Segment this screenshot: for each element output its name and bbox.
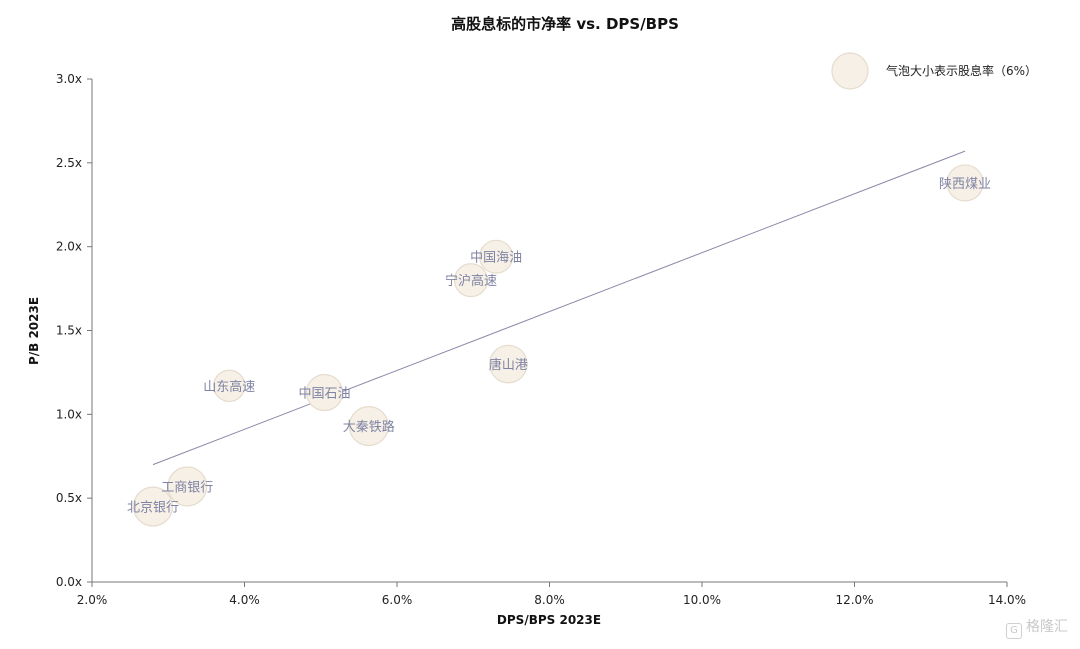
x-tick-label: 14.0% — [988, 593, 1026, 607]
x-tick-label: 2.0% — [77, 593, 108, 607]
bubble-point — [479, 239, 514, 274]
y-tick-label: 2.0x — [56, 240, 82, 254]
y-tick-label: 3.0x — [56, 72, 82, 86]
y-tick-label: 0.5x — [56, 491, 82, 505]
bubble-point — [213, 369, 246, 403]
bubble-point — [167, 466, 208, 507]
axes — [91, 79, 1007, 583]
legend: 气泡大小表示股息率（6%） — [831, 52, 1037, 90]
trend-line — [152, 150, 966, 466]
x-tick-label: 12.0% — [835, 593, 873, 607]
legend-label: 气泡大小表示股息率（6%） — [886, 63, 1037, 78]
point-label: 唐山港 — [489, 357, 528, 373]
watermark-logo-icon: G — [1006, 623, 1022, 639]
watermark-text: 格隆汇 — [1026, 619, 1068, 635]
point-label: 中国石油 — [299, 387, 351, 402]
point-label: 宁沪高速 — [445, 273, 497, 289]
point-label-group: 陕西煤业中国海油宁沪高速唐山港山东高速中国石油大秦铁路工商银行北京银行 — [127, 177, 991, 516]
point-label: 陕西煤业 — [939, 177, 991, 192]
y-tick-label: 1.5x — [56, 324, 82, 338]
x-tick-label: 4.0% — [229, 593, 260, 607]
y-axis-title: P/B 2023E — [27, 297, 41, 365]
bubble-point — [488, 344, 528, 384]
bubble-point — [305, 373, 344, 412]
point-label: 工商银行 — [161, 480, 213, 495]
bubble-point — [348, 406, 389, 447]
y-tick-label: 1.0x — [56, 407, 82, 421]
legend-bubble — [831, 52, 869, 90]
bubble-point — [453, 263, 488, 298]
bubble-point — [132, 486, 174, 527]
chart-title: 高股息标的市净率 vs. DPS/BPS — [451, 15, 679, 33]
x-tick-label: 8.0% — [534, 593, 565, 607]
bubble-point — [946, 164, 984, 202]
x-tick-label: 6.0% — [382, 593, 413, 607]
x-tick-label: 10.0% — [683, 593, 721, 607]
point-label: 山东高速 — [203, 379, 255, 395]
point-label: 北京银行 — [127, 501, 179, 516]
watermark: G 格隆汇 — [1006, 616, 1068, 639]
y-tick-label: 0.0x — [56, 575, 82, 589]
point-label: 中国海油 — [470, 251, 522, 266]
x-axis-title: DPS/BPS 2023E — [497, 613, 601, 627]
point-label: 大秦铁路 — [343, 419, 395, 435]
tick-group: 2.0% 4.0% 6.0% 8.0% 10.0% 12.0% 14.0% 0.0x 0.5x 1… — [56, 72, 1026, 607]
bubble-group — [132, 164, 984, 527]
y-tick-label: 2.5x — [56, 156, 82, 170]
